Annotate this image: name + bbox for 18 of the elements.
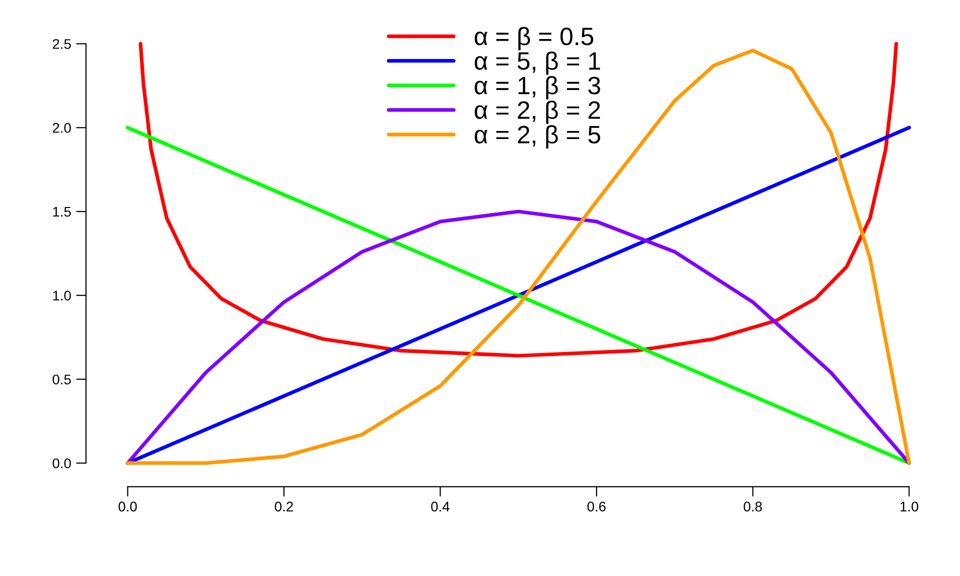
legend-label: α = 1, β = 3 [474,76,600,100]
legend-label: α = β = 0.5 [474,26,594,50]
legend-label: α = 2, β = 5 [474,125,600,148]
y-tick-label: 0.0 [52,458,71,468]
y-tick-label: 0.5 [52,374,71,384]
y-tick-label: 2.0 [52,122,71,133]
x-tick-label: 1.0 [900,502,918,512]
y-tick-label: 2.5 [52,39,71,49]
legend-label: α = 5, β = 1 [474,51,600,75]
x-tick-label: 0.2 [274,502,293,512]
x-tick-label: 0.6 [587,502,606,512]
legend-label: α = 2, β = 2 [474,100,600,124]
y-tick-label: 1.5 [53,206,71,217]
y-tick-label: 1.0 [53,290,71,301]
line-series [126,48,911,465]
x-tick-label: 0.0 [118,502,137,512]
x-tick-label: 0.8 [744,502,762,512]
x-tick-label: 0.4 [431,502,450,512]
